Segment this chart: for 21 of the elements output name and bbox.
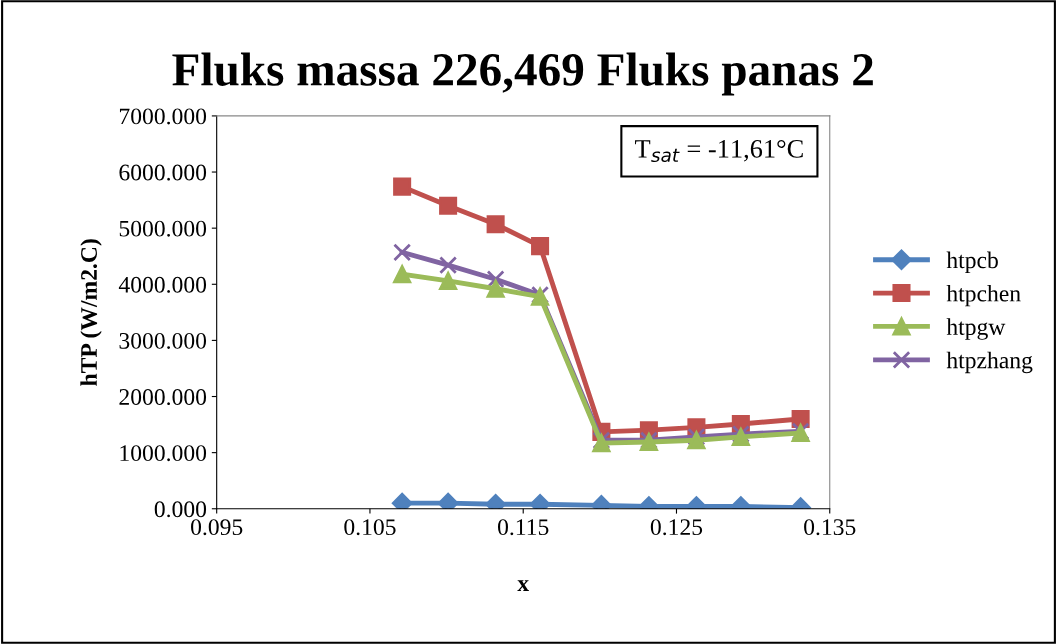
y-tick-label: 4000.000 [118,276,207,293]
y-tick-label: 3000.000 [119,332,207,349]
y-tick-label: 2000.000 [119,389,207,406]
y-tick-label: 1000.000 [120,445,207,462]
legend-label: htpchen [946,284,1021,307]
x-tick-label: 0.115 [498,519,549,536]
y-axis-title: hTP (W/m2.C) [80,239,102,386]
x-tick-label: 0.105 [344,519,396,536]
x-tick-label: 0.095 [191,519,243,536]
x-tick-label: 0.125 [650,519,703,536]
y-tick-label: 5000.000 [119,220,207,237]
legend-label: htpgw [946,318,1006,340]
legend-label: htpcb [946,251,998,274]
y-tick-label: 7000.000 [119,108,207,125]
y-tick-label: 6000.000 [119,164,207,181]
chart-title: Fluks massa 226,469 Fluks panas 2 [172,52,873,96]
x-tick-label: 0.135 [804,519,856,536]
legend-label: htpzhang [946,351,1033,374]
x-axis-title: x [517,580,529,591]
annotation: T$_{sat}$ = -11,61°C [635,139,803,163]
y-tick-label: 0.000 [154,501,207,518]
